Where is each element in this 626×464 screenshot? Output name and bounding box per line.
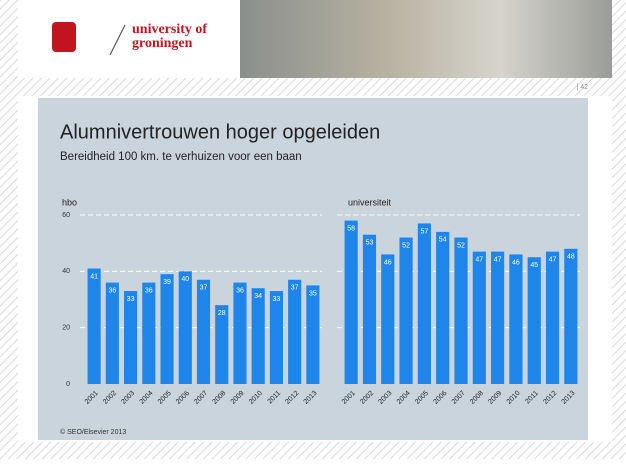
bar: [105, 282, 119, 384]
data-label: 28: [218, 310, 226, 317]
data-label: 36: [236, 287, 244, 294]
header-photo: [240, 0, 612, 78]
bar: [472, 251, 486, 384]
bar: [251, 288, 265, 384]
data-label: 52: [457, 242, 465, 249]
data-label: 47: [475, 256, 483, 263]
data-label: 45: [530, 262, 538, 269]
y-tick-label: 40: [62, 268, 70, 275]
slide-title: Alumnivertrouwen hoger opgeleiden: [60, 121, 380, 143]
bar: [362, 234, 377, 384]
bar: [509, 254, 523, 384]
chart-title: universiteit: [348, 197, 392, 207]
y-tick-label: 60: [62, 212, 70, 219]
bar: [306, 285, 320, 384]
logo-text: groningen: [132, 36, 193, 51]
data-label: 57: [420, 228, 428, 235]
bar: [196, 279, 211, 384]
data-label: 34: [254, 293, 262, 300]
data-label: 36: [108, 287, 116, 294]
data-label: 52: [402, 242, 410, 249]
bar: [215, 305, 229, 384]
data-label: 37: [291, 285, 299, 292]
bar: [545, 251, 560, 384]
data-label: 37: [200, 285, 208, 292]
bar: [417, 223, 431, 384]
data-label: 39: [163, 279, 171, 286]
footer: © SEO/Elsevier 2013: [60, 428, 126, 436]
bar: [178, 271, 192, 384]
chart-title: hbo: [62, 197, 77, 207]
slide-subtitle: Bereidheid 100 km. te verhuizen voor een…: [60, 151, 302, 163]
data-label: 36: [145, 287, 153, 294]
data-label: 47: [549, 256, 557, 263]
bar: [288, 279, 302, 384]
data-label: 41: [90, 273, 98, 280]
data-label: 54: [439, 237, 447, 244]
bar: [160, 274, 174, 384]
bar: [124, 291, 138, 384]
bar: [527, 257, 541, 384]
bar: [564, 248, 578, 384]
data-label: 33: [127, 296, 135, 303]
page-number: | 42: [576, 84, 588, 91]
data-label: 53: [366, 240, 374, 247]
bar: [436, 231, 450, 384]
data-label: 33: [273, 296, 281, 303]
data-label: 46: [384, 259, 392, 266]
logo-text: university of: [132, 22, 207, 37]
data-label: 58: [347, 225, 355, 232]
bar: [454, 237, 468, 384]
data-label: 46: [512, 259, 520, 266]
bar: [87, 268, 101, 384]
bar: [233, 282, 247, 384]
bar: [269, 291, 283, 384]
logo-crest: [52, 22, 76, 52]
data-label: 40: [181, 276, 189, 283]
bar: [142, 282, 156, 384]
bar: [381, 254, 395, 384]
bar: [399, 237, 413, 384]
y-tick-label: 20: [62, 325, 70, 332]
data-label: 47: [494, 256, 502, 263]
panel: [38, 98, 588, 440]
bar: [344, 220, 358, 384]
data-label: 35: [309, 290, 317, 297]
y-tick-label: 0: [66, 381, 70, 388]
data-label: 48: [567, 254, 575, 261]
bar: [491, 251, 505, 384]
logo-slash: [109, 24, 126, 56]
